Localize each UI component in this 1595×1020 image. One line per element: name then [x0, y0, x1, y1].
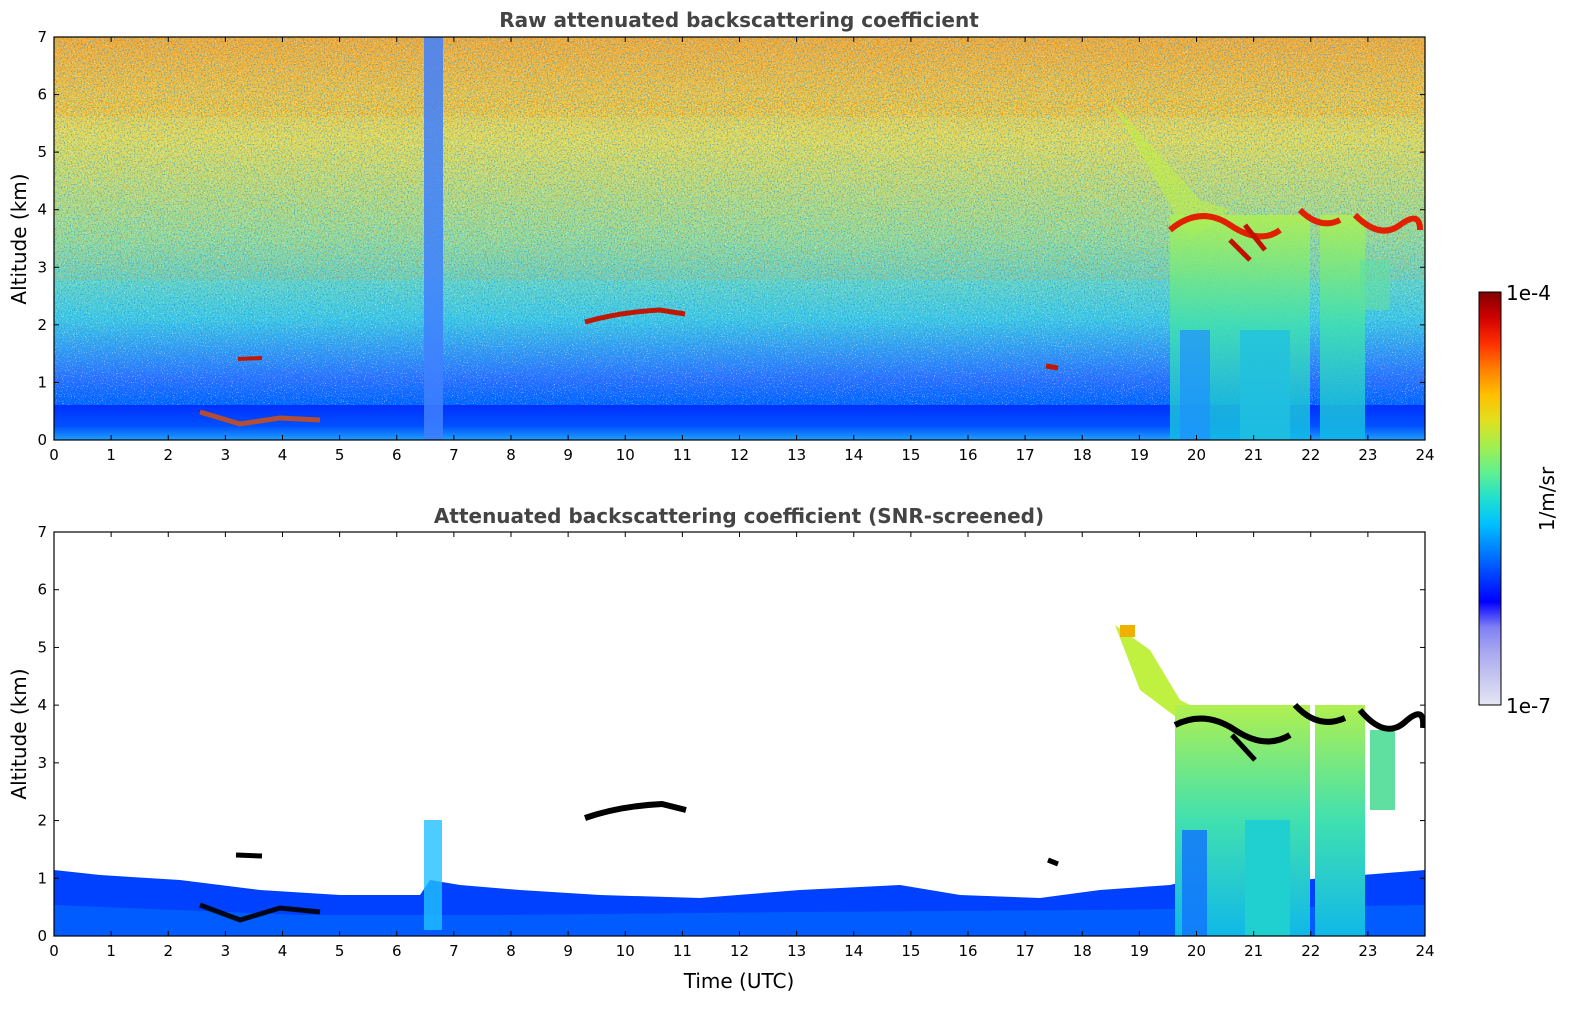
x-tick-label: 15: [901, 942, 920, 960]
x-tick-label: 2: [163, 942, 173, 960]
x-tick-label: 16: [958, 446, 977, 464]
x-tick-label: 17: [1016, 446, 1035, 464]
x-tick-label: 8: [506, 446, 516, 464]
colorbar-min-label: 1e-7: [1506, 694, 1551, 718]
x-tick-label: 2: [163, 446, 173, 464]
snr-screened-panel: Attenuated backscattering coefficient (S…: [7, 504, 1435, 993]
y-tick-label: 1: [37, 869, 47, 887]
y-tick-label: 4: [37, 696, 47, 714]
x-axis-screened: 0 1 2 3 4 5 6 7 8 9 10 11 12 13 14 15 16 17 18 19 20 21 22 23 24: [49, 532, 1435, 960]
x-tick-label: 9: [563, 942, 573, 960]
x-tick-label: 3: [221, 942, 231, 960]
plot-frame-raw: [53, 36, 1426, 441]
x-tick-label: 16: [958, 942, 977, 960]
x-tick-label: 20: [1187, 942, 1206, 960]
raw-backscatter-panel: Raw attenuated backscattering coefficien…: [7, 8, 1435, 464]
y-tick-label: 6: [37, 581, 47, 599]
clouds-screened: [199, 800, 1059, 930]
precip-cloud-raw: [1110, 100, 1423, 440]
y-tick-label: 1: [37, 373, 47, 391]
y-tick-label: 7: [37, 523, 47, 541]
x-tick-label: 21: [1244, 942, 1263, 960]
y-tick-label: 5: [37, 143, 47, 161]
y-axis-screened: 0 1 2 3 4 5 6 7: [37, 523, 1425, 945]
x-tick-label: 14: [844, 942, 863, 960]
x-tick-label: 22: [1301, 446, 1320, 464]
colorbar-bar: [1478, 291, 1502, 706]
y-tick-label: 5: [37, 638, 47, 656]
x-tick-label: 13: [787, 942, 806, 960]
x-tick-label: 11: [673, 942, 692, 960]
x-tick-label: 24: [1415, 942, 1434, 960]
y-tick-label: 3: [37, 258, 47, 276]
x-tick-label: 19: [1130, 942, 1149, 960]
x-tick-label: 18: [1073, 446, 1092, 464]
y-tick-label: 2: [37, 812, 47, 830]
x-tick-label: 22: [1301, 942, 1320, 960]
x-tick-label: 23: [1358, 446, 1377, 464]
x-tick-label: 9: [563, 446, 573, 464]
colorbar: 1e-4 1e-7 1/m/sr: [1478, 281, 1559, 718]
x-tick-label: 6: [392, 942, 402, 960]
y-tick-label: 3: [37, 754, 47, 772]
raw-heatmap: [54, 37, 1425, 440]
precip-cloud-screened: [1115, 625, 1425, 936]
y-tick-label: 7: [37, 28, 47, 46]
x-tick-label: 12: [730, 446, 749, 464]
x-tick-label: 20: [1187, 446, 1206, 464]
x-axis-label: Time (UTC): [683, 969, 795, 993]
colorbar-unit-label: 1/m/sr: [1535, 466, 1559, 531]
noise-gap-column: [424, 37, 443, 440]
x-tick-label: 13: [787, 446, 806, 464]
colorbar-max-label: 1e-4: [1506, 281, 1551, 305]
x-tick-label: 10: [616, 446, 635, 464]
panel-title-screened: Attenuated backscattering coefficient (S…: [434, 504, 1044, 528]
x-tick-label: 5: [335, 446, 345, 464]
x-tick-label: 3: [221, 446, 231, 464]
heatmap-noise-speckle-red-top: [54, 37, 1425, 117]
x-axis-raw: 0 1 2 3 4 5 6 7 8 9 10 11 12 13 14 15 16 17 18 19 20 21 22 23 24: [49, 37, 1435, 464]
y-tick-label: 0: [37, 927, 47, 945]
screened-heatmap: [54, 532, 1425, 936]
x-tick-label: 7: [449, 446, 459, 464]
x-tick-label: 17: [1016, 942, 1035, 960]
x-tick-label: 4: [278, 942, 288, 960]
x-tick-label: 12: [730, 942, 749, 960]
plot-frame-screened: [53, 531, 1426, 937]
x-tick-label: 8: [506, 942, 516, 960]
y-tick-label: 0: [37, 431, 47, 449]
clouds-raw: [199, 307, 1059, 427]
x-tick-label: 21: [1244, 446, 1263, 464]
x-tick-label: 1: [106, 942, 116, 960]
x-tick-label: 6: [392, 446, 402, 464]
x-tick-label: 14: [844, 446, 863, 464]
x-tick-label: 0: [49, 942, 59, 960]
x-tick-label: 10: [616, 942, 635, 960]
y-tick-label: 2: [37, 316, 47, 334]
x-tick-label: 23: [1358, 942, 1377, 960]
y-tick-label: 4: [37, 201, 47, 219]
x-tick-label: 1: [106, 446, 116, 464]
x-tick-label: 4: [278, 446, 288, 464]
x-tick-label: 24: [1415, 446, 1434, 464]
x-tick-label: 19: [1130, 446, 1149, 464]
y-tick-label: 6: [37, 86, 47, 104]
x-tick-label: 7: [449, 942, 459, 960]
panel-title-raw: Raw attenuated backscattering coefficien…: [499, 8, 979, 32]
x-tick-label: 18: [1073, 942, 1092, 960]
x-tick-label: 11: [673, 446, 692, 464]
x-tick-label: 15: [901, 446, 920, 464]
y-axis-label-raw: Altitude (km): [7, 173, 31, 304]
y-axis-label-screened: Altitude (km): [7, 668, 31, 799]
x-tick-label: 5: [335, 942, 345, 960]
y-axis-raw: 0 1 2 3 4 5 6 7: [37, 28, 1425, 449]
x-tick-label: 0: [49, 446, 59, 464]
